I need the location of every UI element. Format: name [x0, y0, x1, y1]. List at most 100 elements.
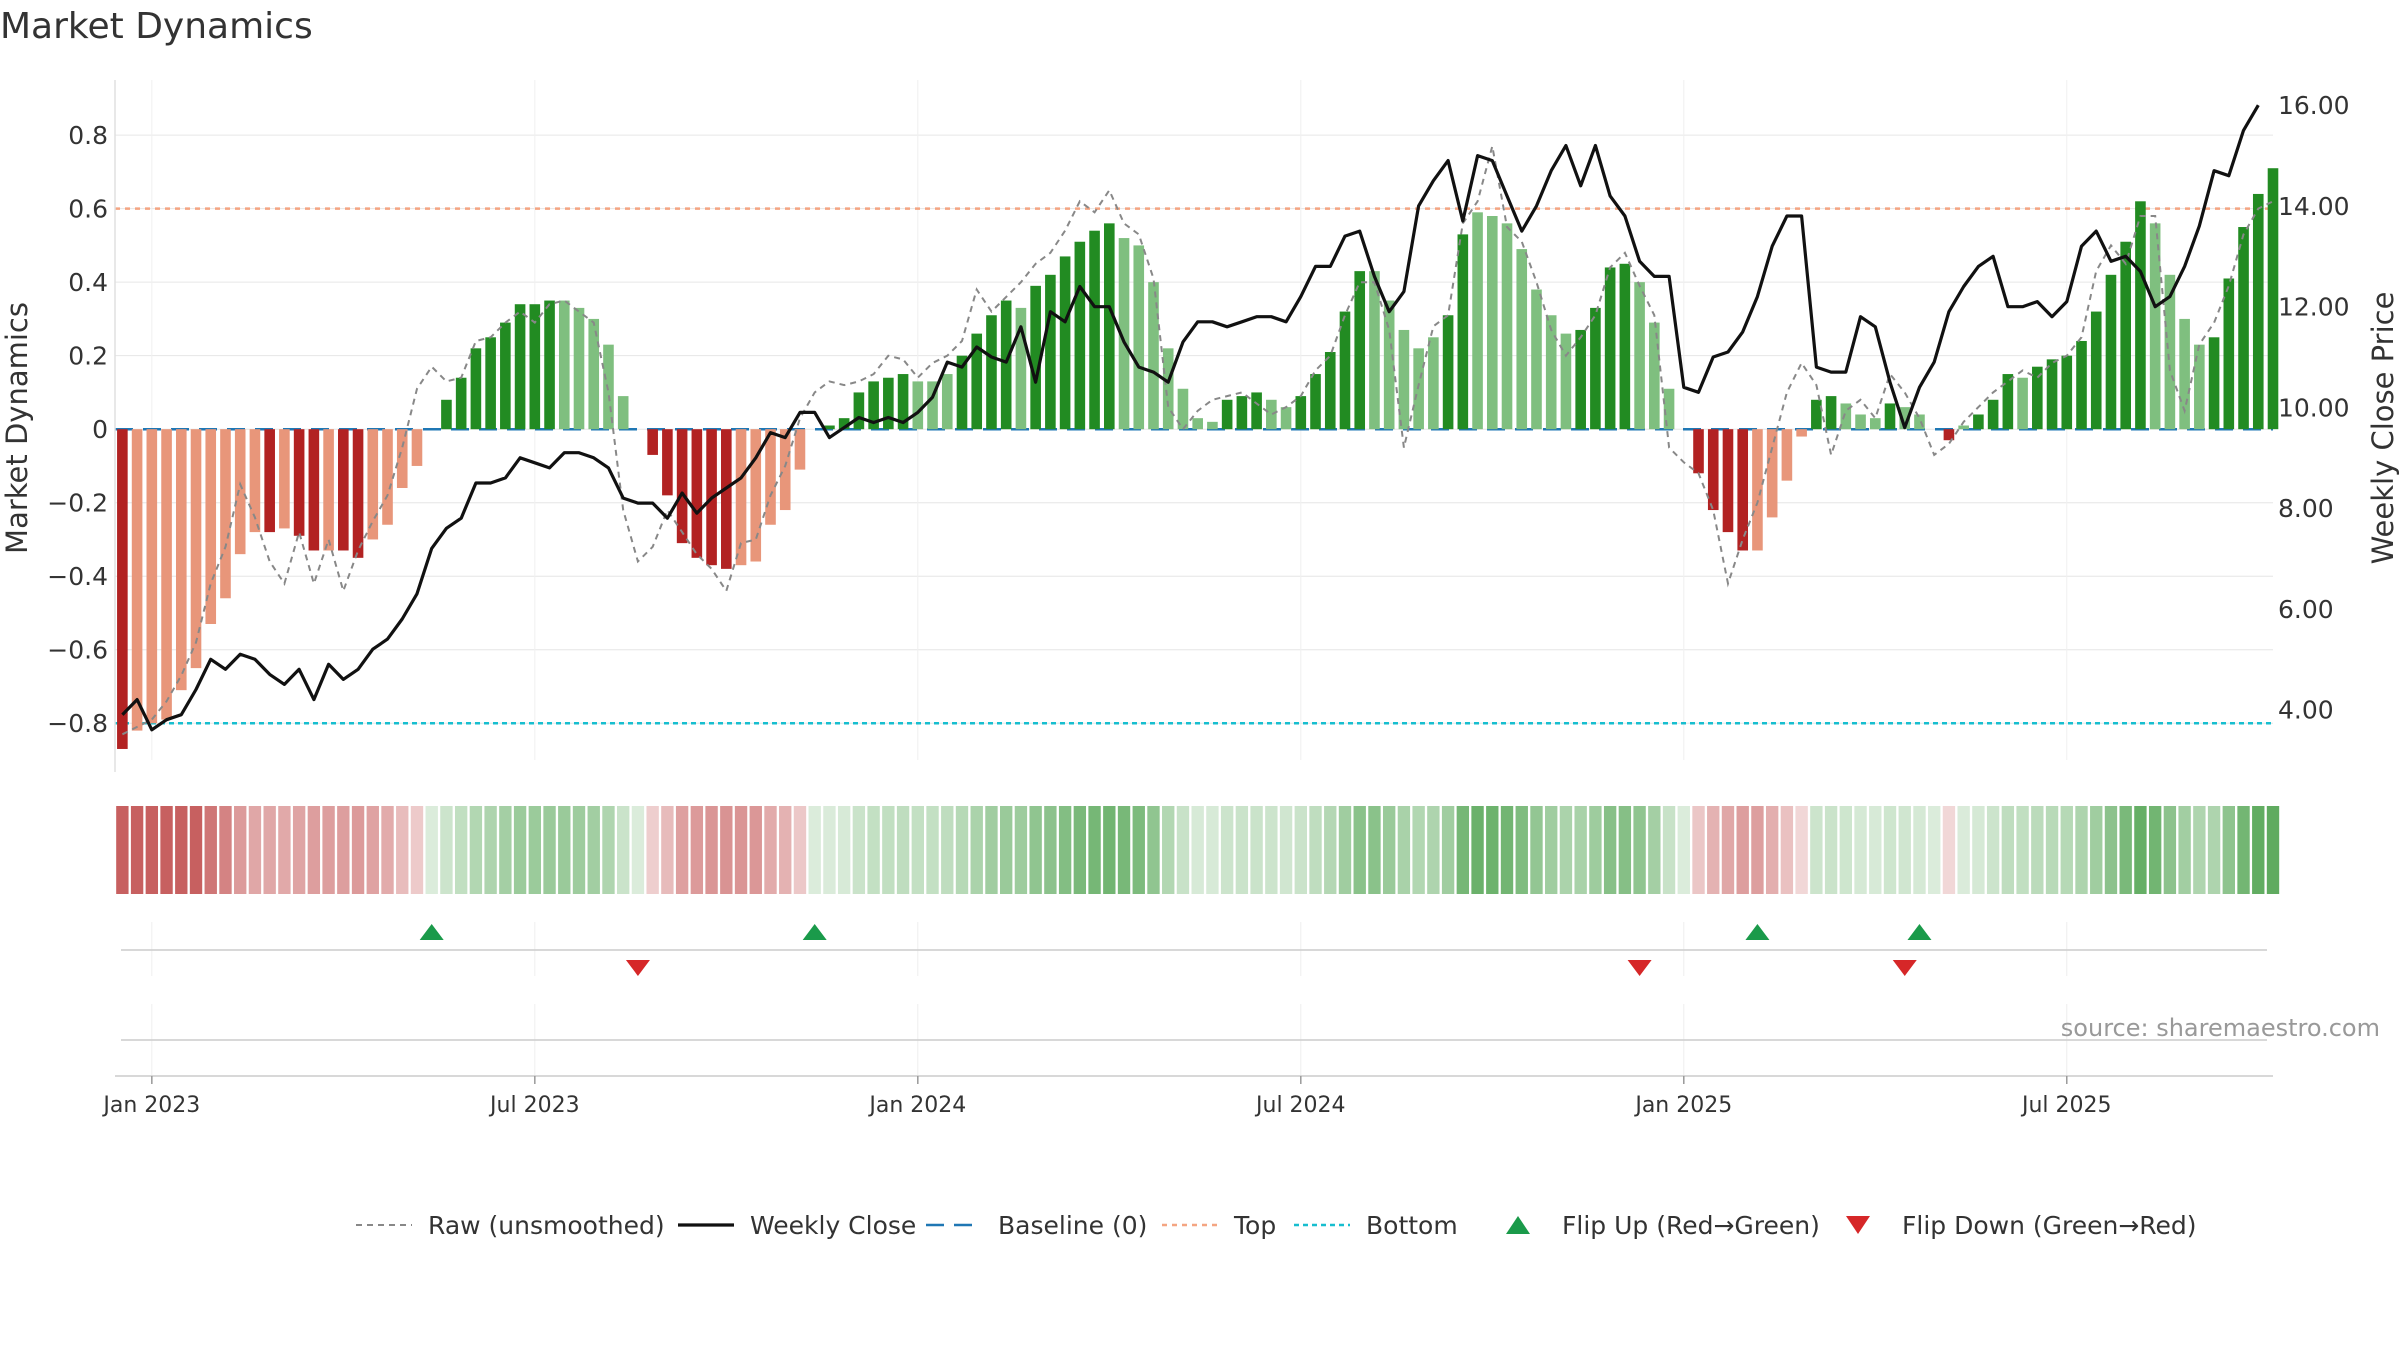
regime-tile — [2075, 806, 2088, 894]
regime-tile — [1839, 806, 1853, 894]
legend-flip-up-swatch — [1506, 1216, 1530, 1234]
regime-tile — [2134, 806, 2147, 894]
dynamics-bar — [146, 429, 158, 724]
regime-tile — [926, 806, 939, 894]
regime-tile — [1132, 806, 1145, 894]
dynamics-bar — [264, 429, 275, 533]
dynamics-bar — [500, 322, 511, 430]
regime-tile — [263, 806, 276, 894]
regime-tile — [337, 806, 350, 894]
regime-tile — [2266, 806, 2280, 894]
regime-tile — [1869, 806, 1882, 894]
right-tick-label: 8.00 — [2278, 494, 2334, 523]
dynamics-bar — [1796, 429, 1807, 437]
regime-tile — [116, 806, 129, 894]
regime-tile — [1368, 806, 1381, 894]
regime-tile — [1559, 806, 1573, 894]
regime-tile — [1058, 806, 1072, 894]
dynamics-bar — [1752, 429, 1763, 551]
regime-tile — [543, 806, 556, 894]
dynamics-bar — [1973, 414, 1984, 430]
dynamics-bar — [2046, 359, 2058, 430]
dynamics-bar — [1236, 396, 1248, 430]
dynamics-bar — [2179, 318, 2190, 430]
legend-label: Flip Up (Red→Green) — [1562, 1211, 1820, 1240]
right-axis-label: Weekly Close Price — [2366, 292, 2400, 565]
dynamics-bar — [1737, 429, 1749, 551]
dynamics-bar — [249, 429, 261, 533]
dynamics-bar — [529, 304, 541, 430]
dynamics-bar — [986, 315, 997, 430]
dynamics-bar — [853, 392, 865, 430]
regime-tile — [1662, 806, 1676, 894]
regime-tile — [970, 806, 983, 894]
regime-tile — [513, 806, 527, 894]
dynamics-bar — [1383, 300, 1395, 430]
dynamics-bar — [1089, 230, 1100, 430]
regime-tile — [705, 806, 718, 894]
regime-tile — [484, 806, 497, 894]
dynamics-bar — [175, 429, 187, 691]
regime-tile — [2016, 806, 2029, 894]
x-axis: Jan 2023 Jul 2023 Jan 2024 Jul 2024 Jan 2025… — [101, 1004, 2273, 1118]
regime-tile — [1780, 806, 1794, 894]
regime-tile — [1338, 806, 1352, 894]
regime-tile — [558, 806, 571, 894]
dynamics-bar — [1693, 429, 1704, 474]
right-tick-label: 12.00 — [2278, 293, 2350, 322]
dynamics-bar — [131, 429, 143, 731]
regime-tile — [985, 806, 998, 894]
regime-tile — [896, 806, 910, 894]
dynamics-bar — [1649, 322, 1660, 430]
dynamics-bar — [117, 429, 128, 749]
regime-tile — [2222, 806, 2235, 894]
dynamics-bar — [1472, 212, 1483, 430]
dynamics-bar — [2120, 241, 2131, 430]
dynamics-bar — [1428, 337, 1439, 430]
flip-down-marker — [1627, 960, 1652, 976]
regime-tile — [1957, 806, 1970, 894]
dynamics-bar — [1177, 388, 1189, 430]
dynamics-bar — [1059, 256, 1071, 430]
flip-up-marker — [802, 924, 827, 940]
regime-tile — [351, 806, 365, 894]
legend: Raw (unsmoothed) Weekly Close Baseline (0)… — [356, 1211, 2197, 1240]
dynamics-bar — [2002, 374, 2014, 430]
dynamics-bar — [1192, 418, 1203, 430]
regime-tile — [1574, 806, 1587, 894]
regime-tile — [1279, 806, 1293, 894]
weekly-close-line — [121, 104, 2260, 732]
x-tick-label: Jul 2025 — [2020, 1093, 2112, 1118]
regime-tile — [2252, 806, 2265, 894]
regime-tile — [1103, 806, 1116, 894]
regime-tile — [204, 806, 217, 894]
dynamics-bar — [205, 429, 217, 624]
dynamics-bar — [1560, 333, 1572, 430]
right-tick-label: 4.00 — [2278, 696, 2334, 725]
dynamics-bar — [1251, 392, 1262, 430]
legend-label: Flip Down (Green→Red) — [1902, 1211, 2197, 1240]
dynamics-bar — [1207, 421, 1218, 430]
legend-flip-down-swatch — [1846, 1216, 1870, 1234]
regime-tile — [1147, 806, 1160, 894]
regime-tile — [1515, 806, 1528, 894]
dynamics-bar — [1148, 282, 1159, 430]
regime-tile — [2031, 806, 2044, 894]
flip-markers-panel — [121, 922, 2267, 976]
regime-tile — [1751, 806, 1764, 894]
dynamics-bar — [2194, 344, 2205, 430]
regime-tile — [1294, 806, 1307, 894]
dynamics-bar — [1840, 403, 1852, 430]
dynamics-bar — [1943, 429, 1955, 441]
dynamics-bar — [1899, 407, 1911, 430]
regime-tile — [1397, 806, 1411, 894]
regime-tile — [837, 806, 851, 894]
regime-tile — [1456, 806, 1470, 894]
dynamics-bar — [1766, 429, 1778, 518]
regime-tile — [528, 806, 542, 894]
flip-up-marker — [419, 924, 444, 940]
regime-tile — [366, 806, 379, 894]
regime-tile — [793, 806, 807, 894]
regime-tile — [1707, 806, 1720, 894]
dynamics-bar — [2032, 366, 2043, 430]
